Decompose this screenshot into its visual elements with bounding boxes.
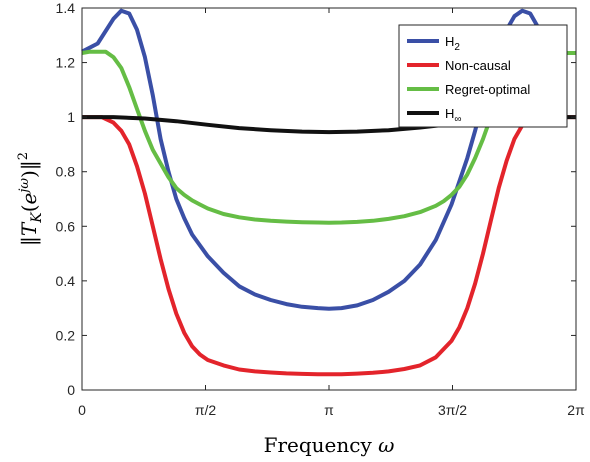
x-axis-label-main: Frequency bbox=[264, 433, 379, 457]
x-tick-label-2: π bbox=[324, 402, 334, 418]
y-axis-label: ‖TK(ejω)‖2 bbox=[16, 152, 45, 246]
x-tick-label-3: 3π/2 bbox=[438, 402, 467, 418]
y-tick-label-0: 0 bbox=[67, 382, 75, 398]
y-label-open-paren: ( bbox=[17, 204, 41, 212]
legend-label-1: Non-causal bbox=[445, 58, 511, 73]
legend-label-3: H∞ bbox=[445, 106, 462, 125]
legend-label-sub-3: ∞ bbox=[454, 114, 461, 125]
y-label-square: 2 bbox=[16, 152, 31, 160]
x-tick-label-1: π/2 bbox=[195, 402, 217, 418]
x-tick-label-4: 2π bbox=[567, 402, 585, 418]
series-line-1 bbox=[82, 115, 576, 377]
x-axis-label-symbol: ω bbox=[378, 433, 394, 457]
y-label-T: T bbox=[17, 221, 41, 236]
legend-label-2: Regret-optimal bbox=[445, 82, 530, 97]
x-axis-label: Frequency ω bbox=[264, 433, 395, 457]
y-label-e: e bbox=[17, 193, 41, 205]
y-tick-label-3: 0.6 bbox=[56, 218, 76, 234]
y-tick-label-7: 1.4 bbox=[56, 0, 76, 16]
y-label-K: K bbox=[29, 211, 45, 224]
legend-label-sub-0: 2 bbox=[454, 42, 460, 53]
y-label-close-paren: ) bbox=[17, 170, 41, 178]
y-tick-label-4: 0.8 bbox=[56, 164, 76, 180]
y-label-close-norm: ‖ bbox=[17, 160, 42, 170]
y-tick-label-6: 1.2 bbox=[56, 55, 76, 71]
ticks-layer: 0 π/2 π 3π/2 2π 0 0.2 0.4 0.6 0.8 1 1.2 1.4 bbox=[56, 0, 586, 418]
series-line-0 bbox=[81, 8, 576, 311]
legend-label-0: H2 bbox=[445, 34, 460, 53]
y-tick-label-1: 0.2 bbox=[56, 327, 76, 343]
y-label-exponent: jω bbox=[17, 178, 32, 196]
y-tick-label-2: 0.4 bbox=[56, 273, 76, 289]
legend-label-main-0: H bbox=[445, 34, 454, 49]
x-tick-label-0: 0 bbox=[78, 402, 86, 418]
y-label-open-norm: ‖ bbox=[17, 236, 42, 246]
y-axis-label-text: ‖TK(ejω)‖2 bbox=[16, 152, 45, 246]
legend-label-main-3: H bbox=[445, 106, 454, 121]
y-tick-label-5: 1 bbox=[67, 109, 75, 125]
